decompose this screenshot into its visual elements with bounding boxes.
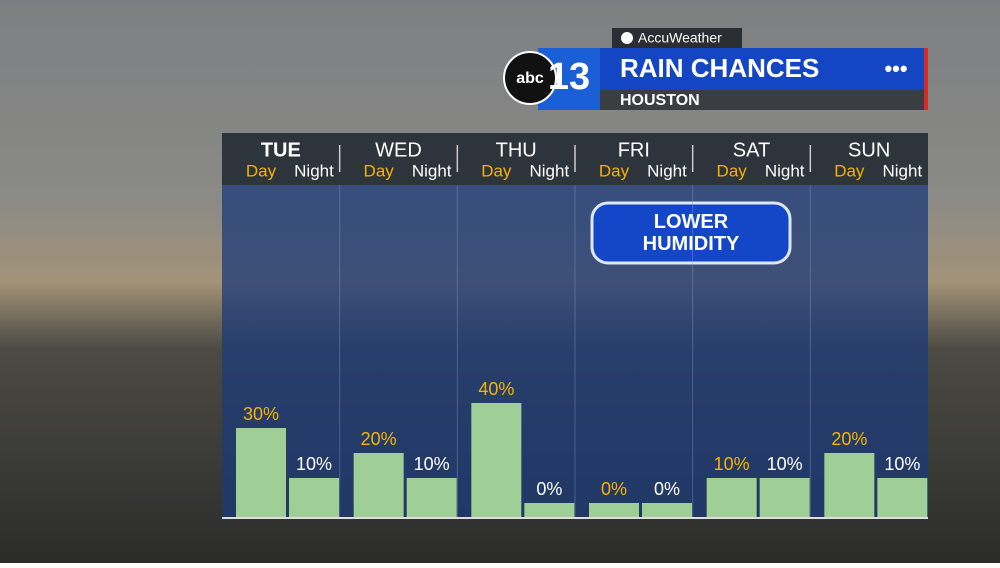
title-accent: [924, 48, 928, 110]
menu-dots: •••: [884, 56, 907, 81]
brand: AccuWeather: [638, 30, 722, 46]
annotation-wrap: LOWER HUMIDITY: [642, 211, 740, 255]
value-label: 20%: [831, 429, 867, 449]
bar: [289, 478, 339, 518]
series-label: Day: [246, 161, 277, 180]
bar: [353, 453, 404, 518]
annotation: LOWER HUMIDITY: [642, 211, 740, 255]
bar: [824, 453, 875, 518]
value-label: 10%: [884, 454, 920, 474]
value-label: 0%: [654, 479, 680, 499]
day-label: FRI: [618, 139, 650, 161]
brand-box: [612, 28, 742, 48]
bar: [706, 478, 757, 518]
series-label: Day: [834, 161, 865, 180]
annotation-box: [590, 201, 792, 265]
chart-subtitle: HOUSTON: [620, 92, 700, 109]
panel: [222, 133, 928, 518]
logo-channel: 13: [548, 56, 590, 98]
day-label: SUN: [848, 139, 890, 161]
logo-circle: [503, 51, 557, 105]
value-label: 0%: [536, 479, 562, 499]
value-label: 10%: [767, 454, 803, 474]
series-label: Night: [529, 161, 569, 180]
value-label: 10%: [714, 454, 750, 474]
day-label: WED: [375, 139, 422, 161]
brand-icon: [621, 32, 633, 44]
value-label: 10%: [414, 454, 450, 474]
series-label: Night: [412, 161, 452, 180]
series-label: Day: [599, 161, 630, 180]
bar: [759, 478, 810, 518]
series-label: Night: [882, 161, 922, 180]
subtitle-bar: [600, 90, 924, 110]
series-label: Day: [481, 161, 512, 180]
value-label: 10%: [296, 454, 332, 474]
series-label: Day: [717, 161, 748, 180]
day-label: THU: [496, 139, 537, 161]
bar: [406, 478, 457, 518]
series-label: Night: [294, 161, 334, 180]
bar: [642, 503, 692, 518]
bar: [589, 503, 639, 518]
bar: [524, 503, 575, 518]
value-label: 20%: [361, 429, 397, 449]
day-label: TUE: [261, 139, 301, 161]
series-label: Night: [765, 161, 805, 180]
day-label: SAT: [733, 139, 770, 161]
value-label: 40%: [478, 379, 514, 399]
bar: [877, 478, 928, 518]
logo-network: abc: [516, 70, 544, 87]
series-label: Night: [647, 161, 687, 180]
value-label: 30%: [243, 404, 279, 424]
title-bar: [600, 48, 928, 90]
series-label: Day: [364, 161, 395, 180]
value-label: 0%: [601, 479, 627, 499]
bar: [236, 428, 286, 518]
chart-title: RAIN CHANCES: [620, 53, 819, 83]
bar: [471, 403, 522, 518]
